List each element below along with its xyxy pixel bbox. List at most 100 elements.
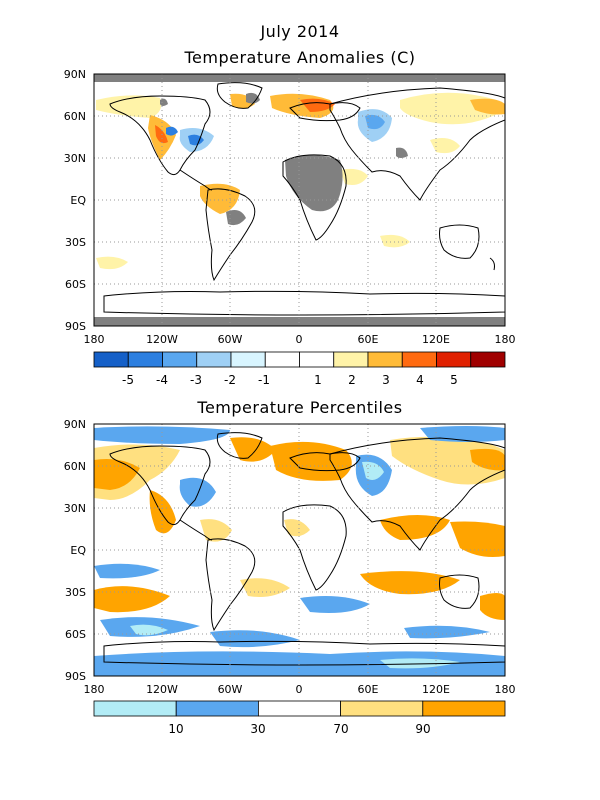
anomaly-map-title: Temperature Anomalies (C) (184, 48, 416, 67)
lon-tick-label: 180 (84, 333, 105, 346)
anomaly-gridlines (94, 74, 505, 326)
percentile-cool-patch (94, 426, 230, 444)
percentile-cool-patch (210, 630, 300, 648)
lat-tick-label: 30N (64, 502, 86, 515)
legend-swatch (230, 351, 266, 368)
lat-tick-label: 30S (65, 236, 86, 249)
percentile-cool-patch (300, 596, 370, 613)
percentile-warm-patch (450, 521, 505, 557)
legend-swatch (401, 351, 437, 368)
legend-label: 5 (450, 373, 458, 387)
no-data-patch (246, 92, 260, 104)
percentile-cool-patch (404, 625, 490, 639)
anomaly-map: 90N 60N 30N EQ 30S 60S 90S 180 120W 60W … (64, 68, 516, 387)
lat-tick-label: 90N (64, 68, 86, 81)
percentile-warm-patch (200, 519, 232, 542)
percentile-coastlines (103, 432, 505, 666)
anomaly-warm-patch (300, 98, 335, 112)
lon-tick-label: 60W (218, 333, 243, 346)
legend-swatch (257, 700, 341, 717)
lat-tick-label: 90S (65, 670, 86, 683)
anomaly-warm-patch (470, 98, 505, 115)
lon-tick-label: 180 (495, 683, 516, 696)
percentile-warm-patch (360, 571, 460, 595)
legend-label: 2 (348, 373, 356, 387)
legend-label: -2 (224, 373, 236, 387)
percentile-legend: 10 30 70 90 (93, 700, 506, 736)
percentile-map-title: Temperature Percentiles (197, 398, 403, 417)
legend-label: -5 (122, 373, 134, 387)
anomaly-lon-axis: 180 120W 60W 0 60E 120E 180 (84, 333, 516, 346)
percentile-map: 90N 60N 30N EQ 30S 60S 90S 180 120W 60W … (64, 418, 516, 736)
anomaly-warm-patch (430, 138, 460, 154)
lat-tick-label: EQ (70, 544, 86, 557)
legend-swatch (162, 351, 198, 368)
lon-tick-label: 120W (146, 333, 178, 346)
legend-label: -4 (156, 373, 168, 387)
legend-label: 90 (415, 722, 430, 736)
lat-tick-label: 90N (64, 418, 86, 431)
lon-tick-label: 0 (296, 333, 303, 346)
legend-swatch (264, 351, 300, 368)
lat-tick-label: EQ (70, 194, 86, 207)
anomaly-cool-patch (365, 114, 385, 130)
percentile-cool-patch (130, 624, 168, 636)
anomaly-warm-patch (380, 234, 410, 248)
legend-swatch (436, 351, 472, 368)
lat-tick-label: 60N (64, 460, 86, 473)
percentile-warm-patch (284, 519, 310, 537)
percentile-map-frame (93, 423, 506, 677)
percentile-cool-patch (94, 563, 160, 579)
legend-swatch (333, 351, 369, 368)
percentile-warm-patch (270, 441, 352, 481)
date-title: July 2014 (260, 22, 340, 41)
lat-tick-label: 30N (64, 152, 86, 165)
legend-swatch (299, 351, 335, 368)
anomaly-coastlines (103, 82, 505, 316)
lon-tick-label: 60W (218, 683, 243, 696)
lon-tick-label: 120E (422, 333, 450, 346)
legend-swatch (367, 351, 403, 368)
anomaly-warm-patch (96, 256, 128, 270)
percentile-warm-patch (480, 593, 505, 620)
legend-swatch (196, 351, 232, 368)
lat-tick-label: 60S (65, 278, 86, 291)
lon-tick-label: 120W (146, 683, 178, 696)
anomaly-warm-patch (96, 95, 162, 118)
legend-swatch (93, 700, 177, 717)
percentile-cool-patch (380, 658, 460, 669)
percentile-warm-patch (390, 436, 505, 485)
legend-label: 30 (250, 722, 265, 736)
legend-label: 1 (314, 373, 322, 387)
percentile-warm-patch (94, 586, 170, 613)
no-data-patch (160, 98, 168, 106)
anomaly-legend: -5 -4 -3 -2 -1 1 2 3 4 5 (93, 351, 506, 387)
lat-tick-label: 60S (65, 628, 86, 641)
lon-tick-label: 180 (84, 683, 105, 696)
percentile-warm-patch (230, 437, 276, 462)
legend-swatch (470, 351, 506, 368)
legend-label: -3 (190, 373, 202, 387)
lon-tick-label: 0 (296, 683, 303, 696)
anomaly-map-frame (93, 73, 506, 327)
no-data-patch (226, 210, 246, 226)
lon-tick-label: 60E (358, 683, 379, 696)
percentile-warm-patch (470, 448, 505, 471)
legend-swatch (422, 700, 506, 717)
legend-label: 4 (416, 373, 424, 387)
legend-label: 10 (168, 722, 183, 736)
legend-label: -1 (258, 373, 270, 387)
lat-tick-label: 60N (64, 110, 86, 123)
legend-swatch (127, 351, 163, 368)
no-data-patch (285, 155, 343, 212)
anomaly-warm-patch (340, 168, 368, 185)
lat-tick-label: 30S (65, 586, 86, 599)
lon-tick-label: 60E (358, 333, 379, 346)
percentile-cool-patch (179, 477, 216, 507)
anomaly-cool-patch (166, 126, 178, 136)
percentile-lat-axis: 90N 60N 30N EQ 30S 60S 90S (64, 418, 87, 683)
percentile-gridlines (94, 424, 505, 676)
lat-tick-label: 90S (65, 320, 86, 333)
lon-tick-label: 120E (422, 683, 450, 696)
percentile-warm-patch (380, 515, 450, 540)
